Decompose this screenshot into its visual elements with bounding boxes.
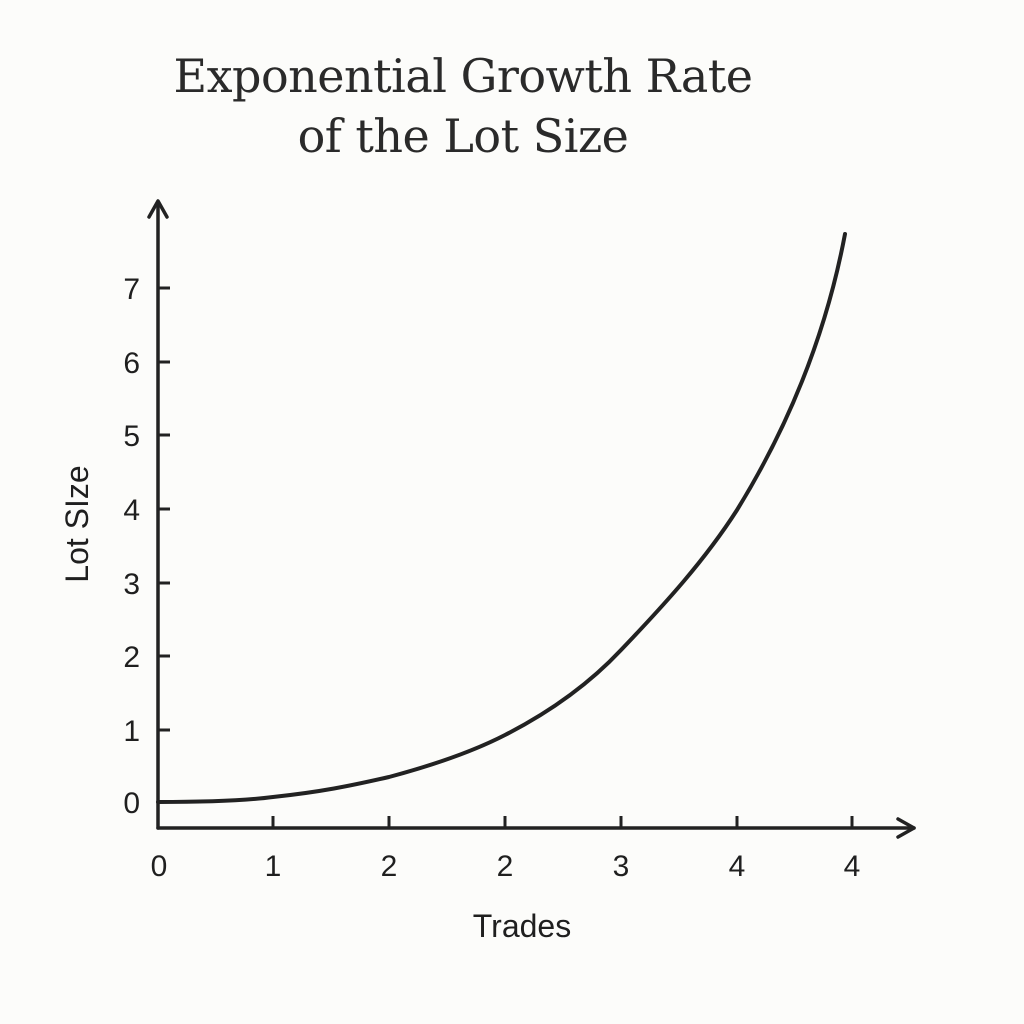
y-tick-label: 2 bbox=[123, 641, 140, 674]
x-tick-label: 1 bbox=[265, 850, 282, 883]
y-tick-label: 6 bbox=[123, 347, 140, 380]
y-tick-label: 1 bbox=[123, 715, 140, 748]
chart-title-line1: Exponential Growth Rate bbox=[173, 49, 753, 103]
chart-title-line2: of the Lot Size bbox=[297, 109, 629, 163]
y-tick-labels: 0 1 2 3 4 5 6 7 bbox=[123, 273, 140, 820]
y-tick-label: 0 bbox=[123, 787, 140, 820]
x-tick-labels: 0 1 2 2 3 4 4 bbox=[151, 850, 861, 883]
lot-size-curve bbox=[156, 232, 847, 804]
y-tick-label: 4 bbox=[123, 494, 140, 527]
x-axis bbox=[156, 817, 916, 839]
y-ticks bbox=[158, 286, 170, 804]
y-tick-label: 7 bbox=[123, 273, 140, 306]
x-tick-label: 0 bbox=[151, 850, 168, 883]
x-tick-label: 4 bbox=[844, 850, 861, 883]
chart-title: Exponential Growth Rate of the Lot Size bbox=[0, 46, 926, 166]
y-tick-label: 3 bbox=[123, 568, 140, 601]
x-tick-label: 2 bbox=[497, 850, 514, 883]
x-axis-arrow-icon bbox=[896, 817, 916, 839]
x-tick-label: 4 bbox=[729, 850, 746, 883]
y-tick-label: 5 bbox=[123, 420, 140, 453]
x-axis-label: Trades bbox=[473, 908, 571, 944]
x-tick-label: 3 bbox=[613, 850, 630, 883]
y-axis-arrow-icon bbox=[147, 199, 169, 219]
x-ticks bbox=[271, 816, 854, 828]
x-tick-label: 2 bbox=[381, 850, 398, 883]
y-axis-label: Lot SIze bbox=[59, 465, 95, 582]
y-axis bbox=[147, 199, 169, 830]
